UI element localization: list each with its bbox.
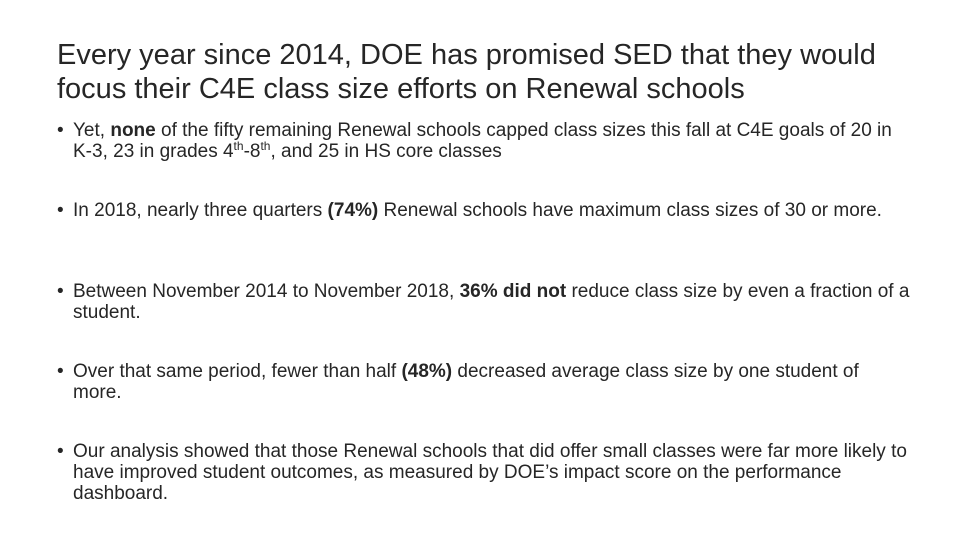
bullet-text-part: In 2018, nearly three quarters xyxy=(73,200,328,221)
bullet-marker-icon: • xyxy=(57,200,64,221)
bullet-text-part: of the fifty remaining Renewal schools c… xyxy=(73,120,892,162)
bullet-text-part: Our analysis showed that those Renewal s… xyxy=(73,441,907,504)
bullet-text-part: Renewal schools have maximum class sizes… xyxy=(378,200,882,221)
bullet-marker-icon: • xyxy=(57,441,64,462)
bullet-marker-icon: • xyxy=(57,281,64,302)
bullet-text-part: , and 25 in HS core classes xyxy=(270,141,502,162)
bullet-text: Over that same period, fewer than half (… xyxy=(73,361,912,403)
bullet-emphasis: (74%) xyxy=(327,200,379,221)
bullet-text-part: decreased average class size by one stud… xyxy=(73,361,859,403)
bullet-text: Between November 2014 to November 2018, … xyxy=(73,281,912,323)
bullet-item-analysis-outcomes: • Our analysis showed that those Renewal… xyxy=(57,441,912,504)
bullet-emphasis: (48%) xyxy=(401,361,453,382)
slide-title: Every year since 2014, DOE has promised … xyxy=(57,39,876,105)
bullet-item-none-capped: • Yet, none of the fifty remaining Renew… xyxy=(57,120,912,162)
bullet-text-part: reduce class size by even a fraction of … xyxy=(73,281,910,323)
bullet-item-max-class-size: • In 2018, nearly three quarters (74%) R… xyxy=(57,200,912,221)
ordinal-superscript: th xyxy=(233,139,244,153)
bullet-item-decreased-average: • Over that same period, fewer than half… xyxy=(57,361,912,403)
bullet-text-part: Over that same period, fewer than half xyxy=(73,361,402,382)
bullet-text-part: Yet, xyxy=(73,120,111,141)
bullet-text-part: -8 xyxy=(243,141,261,162)
bullet-emphasis: none xyxy=(110,120,156,141)
ordinal-superscript: th xyxy=(260,139,271,153)
bullet-text: In 2018, nearly three quarters (74%) Ren… xyxy=(73,200,912,221)
bullet-text-part: Between November 2014 to November 2018, xyxy=(73,281,460,302)
bullet-emphasis: 36% did not xyxy=(459,281,567,302)
bullet-item-did-not-reduce: • Between November 2014 to November 2018… xyxy=(57,281,912,323)
bullet-text: Our analysis showed that those Renewal s… xyxy=(73,441,912,504)
bullet-marker-icon: • xyxy=(57,361,64,382)
bullet-marker-icon: • xyxy=(57,120,64,141)
bullet-text: Yet, none of the fifty remaining Renewal… xyxy=(73,120,912,162)
